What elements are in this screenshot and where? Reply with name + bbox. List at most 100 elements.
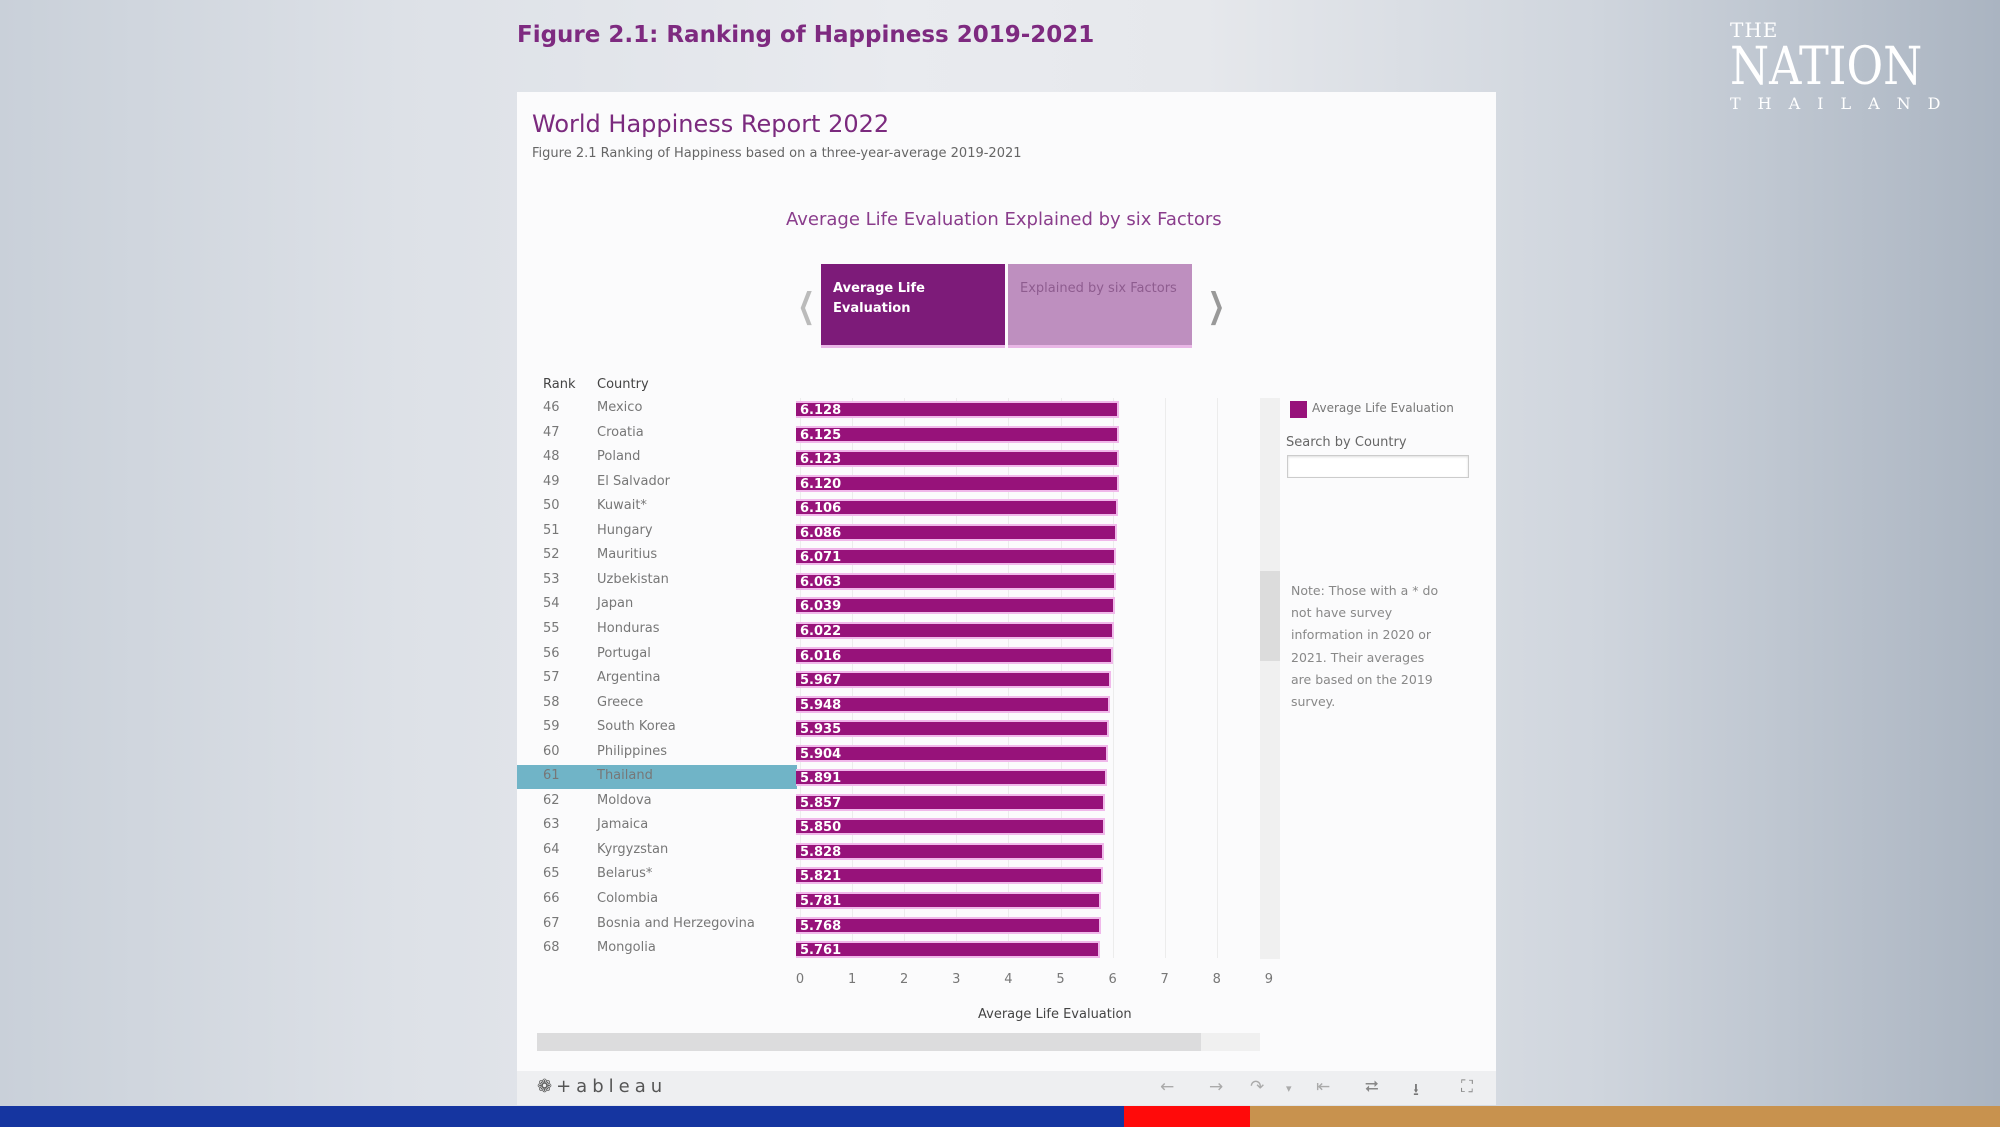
table-row[interactable]: 53 Uzbekistan <box>517 569 797 593</box>
bar[interactable]: 5.828 <box>796 842 1104 860</box>
rank-cell: 58 <box>543 694 560 710</box>
download-icon[interactable]: ⭳ <box>1413 1080 1419 1100</box>
rank-cell: 68 <box>543 940 560 956</box>
vertical-scrollbar[interactable] <box>1260 398 1280 959</box>
bar-value-label: 5.935 <box>800 722 842 738</box>
bar[interactable]: 5.821 <box>796 867 1104 885</box>
rank-cell: 55 <box>543 620 560 636</box>
table-row[interactable]: 47 Croatia <box>517 422 797 446</box>
bar[interactable]: 6.016 <box>796 646 1114 664</box>
table-row[interactable]: 46 Mexico <box>517 397 797 421</box>
bar[interactable]: 5.967 <box>796 671 1111 689</box>
bar[interactable]: 5.891 <box>796 769 1107 787</box>
bar[interactable]: 5.857 <box>796 793 1106 811</box>
table-row[interactable]: 68 Mongolia <box>517 937 797 961</box>
bar[interactable]: 6.071 <box>796 548 1117 566</box>
tab-explained-by-six-factors[interactable]: Explained by six Factors <box>1008 264 1192 348</box>
bar-value-label: 6.128 <box>800 403 842 418</box>
bar[interactable]: 6.128 <box>796 401 1120 418</box>
bar[interactable]: 6.123 <box>796 450 1119 468</box>
next-arrow-icon[interactable]: ❯ <box>1207 286 1225 326</box>
bar[interactable]: 6.063 <box>796 572 1116 590</box>
bar[interactable]: 5.850 <box>796 818 1105 836</box>
prev-arrow-icon[interactable]: ❮ <box>797 286 815 326</box>
country-cell: Honduras <box>597 620 660 636</box>
bar[interactable]: 6.086 <box>796 523 1118 541</box>
bar-value-label: 5.891 <box>800 771 842 787</box>
tableau-logo[interactable]: ❁ +ableau <box>537 1076 667 1097</box>
country-cell: Japan <box>597 596 634 612</box>
x-tick-label: 0 <box>795 972 805 987</box>
table-row[interactable]: 51 Hungary <box>517 520 797 544</box>
country-cell: Portugal <box>597 645 651 661</box>
rank-cell: 49 <box>543 473 560 489</box>
share-icon[interactable]: ⮂ <box>1365 1077 1379 1097</box>
bar[interactable]: 5.935 <box>796 720 1110 738</box>
country-cell: Poland <box>597 449 641 465</box>
table-row[interactable]: 57 Argentina <box>517 667 797 691</box>
bar-value-label: 6.063 <box>800 574 842 590</box>
bar[interactable]: 6.022 <box>796 621 1114 639</box>
table-row[interactable]: 66 Colombia <box>517 888 797 912</box>
revert-dropdown-icon[interactable]: ▾ <box>1286 1082 1292 1095</box>
table-row[interactable]: 64 Kyrgyzstan <box>517 839 797 863</box>
rank-cell: 62 <box>543 792 560 808</box>
fullscreen-icon[interactable]: ⛶ <box>1461 1077 1473 1097</box>
table-row[interactable]: 62 Moldova <box>517 790 797 814</box>
table-row[interactable]: 49 El Salvador <box>517 471 797 495</box>
bar-value-label: 6.123 <box>800 452 842 468</box>
country-cell: Mauritius <box>597 547 658 563</box>
bar[interactable]: 5.768 <box>796 916 1101 934</box>
bar-value-label: 6.106 <box>800 501 842 517</box>
report-title: World Happiness Report 2022 <box>532 110 890 138</box>
table-row[interactable]: 54 Japan <box>517 593 797 617</box>
table-row[interactable]: 50 Kuwait* <box>517 495 797 519</box>
bar[interactable]: 5.948 <box>796 695 1110 713</box>
bar[interactable]: 5.761 <box>796 941 1101 959</box>
bar[interactable]: 6.125 <box>796 425 1120 443</box>
revert-icon[interactable]: ↷ <box>1250 1077 1265 1097</box>
bar[interactable]: 6.120 <box>796 474 1119 492</box>
bar-value-label: 5.828 <box>800 844 842 860</box>
reset-icon[interactable]: ⇤ <box>1316 1077 1331 1097</box>
undo-icon[interactable]: ← <box>1160 1077 1175 1097</box>
redo-icon[interactable]: → <box>1209 1077 1224 1097</box>
x-tick-label: 1 <box>847 972 857 987</box>
country-cell: Hungary <box>597 522 653 538</box>
bar[interactable]: 6.039 <box>796 597 1115 615</box>
rank-cell: 51 <box>543 522 560 538</box>
x-tick-label: 2 <box>900 972 909 987</box>
bar[interactable]: 5.904 <box>796 744 1108 762</box>
table-row[interactable]: 60 Philippines <box>517 741 797 765</box>
country-cell: El Salvador <box>597 473 670 489</box>
x-tick-label: 6 <box>1108 972 1117 987</box>
search-by-country-input[interactable] <box>1287 455 1469 478</box>
country-cell: Mongolia <box>597 940 656 956</box>
table-row[interactable]: 58 Greece <box>517 692 797 716</box>
table-row[interactable]: 59 South Korea <box>517 716 797 740</box>
tab-average-life-evaluation[interactable]: Average Life Evaluation <box>821 264 1005 348</box>
gridline <box>1112 398 1114 958</box>
country-cell: Colombia <box>597 891 659 906</box>
country-cell: Uzbekistan <box>597 571 669 587</box>
bar-value-label: 5.904 <box>800 746 842 762</box>
table-row[interactable]: 61 Thailand <box>517 765 797 790</box>
x-tick-label: 4 <box>1004 972 1013 987</box>
country-cell: Bosnia and Herzegovina <box>597 915 755 931</box>
table-row[interactable]: 55 Honduras <box>517 618 797 642</box>
bar[interactable]: 6.106 <box>796 499 1119 517</box>
table-row[interactable]: 52 Mauritius <box>517 544 797 568</box>
vertical-scroll-thumb[interactable] <box>1260 571 1280 661</box>
table-row[interactable]: 65 Belarus* <box>517 863 797 887</box>
table-row[interactable]: 48 Poland <box>517 446 797 470</box>
table-row[interactable]: 63 Jamaica <box>517 814 797 838</box>
horizontal-scroll-thumb[interactable] <box>537 1033 1201 1051</box>
rank-cell: 46 <box>543 400 560 415</box>
search-label: Search by Country <box>1286 435 1407 450</box>
legend-label: Average Life Evaluation <box>1312 401 1454 415</box>
gridline <box>1216 398 1218 958</box>
table-row[interactable]: 67 Bosnia and Herzegovina <box>517 913 797 937</box>
bar[interactable]: 5.781 <box>796 892 1102 909</box>
x-tick-label: 8 <box>1212 972 1221 987</box>
table-row[interactable]: 56 Portugal <box>517 643 797 667</box>
